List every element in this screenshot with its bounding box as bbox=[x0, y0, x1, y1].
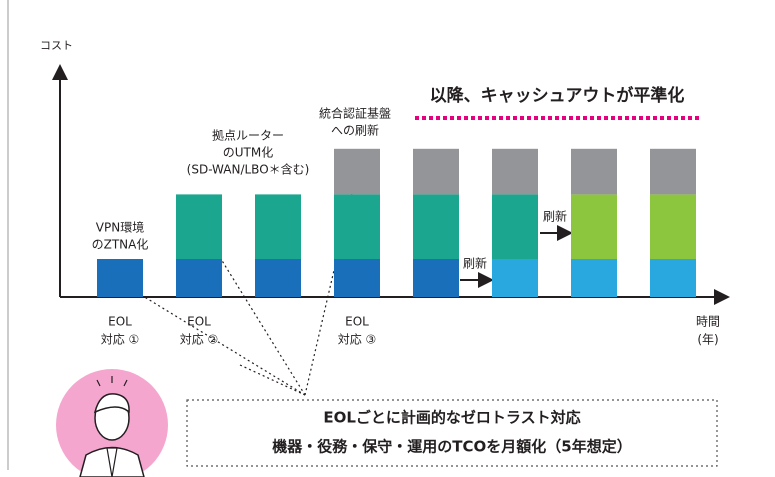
headline: 以降、キャッシュアウトが平準化 bbox=[430, 85, 685, 106]
bar-segment bbox=[413, 259, 459, 297]
callout: 統合認証基盤 bbox=[319, 106, 391, 121]
bar-segment bbox=[413, 149, 459, 195]
summary-line: 機器・役務・保守・運用のTCOを月額化（5年想定） bbox=[272, 438, 631, 456]
bar-segment bbox=[571, 194, 617, 259]
bar-segment bbox=[334, 149, 380, 195]
bar-segment bbox=[176, 194, 222, 259]
eol-label: EOL bbox=[108, 315, 132, 329]
x-axis-label: (年) bbox=[697, 333, 718, 347]
bar-segment bbox=[176, 259, 222, 297]
person-icon bbox=[56, 369, 168, 477]
bar-segment bbox=[492, 149, 538, 195]
eol-label: 対応 ③ bbox=[338, 333, 377, 347]
bar-segment bbox=[650, 194, 696, 259]
eol-label: EOL bbox=[187, 315, 211, 329]
bar-segment bbox=[571, 259, 617, 297]
bar-segment bbox=[650, 149, 696, 195]
renew-label: 刷新 bbox=[543, 209, 567, 224]
y-axis-label: コスト bbox=[40, 39, 73, 52]
x-axis-label: 時間 bbox=[696, 315, 720, 329]
bar-segment bbox=[571, 149, 617, 195]
bar-segment bbox=[492, 259, 538, 297]
bar-segment bbox=[97, 259, 143, 297]
bar-segment bbox=[255, 194, 301, 259]
bar-segment bbox=[255, 259, 301, 297]
eol-label: EOL bbox=[345, 315, 369, 329]
bar-segment bbox=[650, 259, 696, 297]
callout: のZTNA化 bbox=[92, 238, 149, 252]
chart: コスト 時間 (年) 以降、キャッシュアウトが平準化 刷新 刷新 EOLごとに計… bbox=[0, 0, 775, 477]
eol-label: 対応 ② bbox=[180, 333, 219, 347]
bar-segment bbox=[413, 194, 459, 259]
callout: のUTM化 bbox=[223, 146, 273, 160]
callout: 拠点ルーター bbox=[212, 129, 284, 143]
callout: VPN環境 bbox=[96, 220, 144, 235]
bar-segment bbox=[492, 194, 538, 259]
summary-line: EOLごとに計画的なゼロトラスト対応 bbox=[323, 409, 580, 427]
renew-label: 刷新 bbox=[463, 256, 487, 271]
bar-segment bbox=[334, 194, 380, 259]
pointer-lines bbox=[120, 180, 355, 395]
bar-segment bbox=[334, 259, 380, 297]
callout: への刷新 bbox=[331, 123, 379, 138]
eol-label: 対応 ① bbox=[101, 333, 140, 347]
callout: (SD-WAN/LBO＊含む) bbox=[187, 162, 310, 177]
